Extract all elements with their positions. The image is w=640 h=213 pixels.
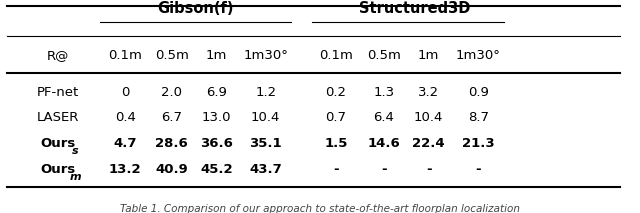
Text: 0: 0 [121, 85, 129, 99]
Text: -: - [381, 163, 387, 176]
Text: Gibson(f): Gibson(f) [157, 1, 234, 16]
Text: 1m: 1m [418, 49, 439, 62]
Text: 0.5m: 0.5m [367, 49, 401, 62]
Text: 1.2: 1.2 [255, 85, 276, 99]
Text: 2.0: 2.0 [161, 85, 182, 99]
Text: 8.7: 8.7 [468, 111, 489, 124]
Text: 4.7: 4.7 [113, 137, 137, 150]
Text: 0.1m: 0.1m [319, 49, 353, 62]
Text: m: m [70, 172, 81, 182]
Text: -: - [476, 163, 481, 176]
Text: 0.5m: 0.5m [155, 49, 189, 62]
Text: 13.0: 13.0 [202, 111, 231, 124]
Text: 3.2: 3.2 [418, 85, 439, 99]
Text: 28.6: 28.6 [156, 137, 188, 150]
Text: 43.7: 43.7 [250, 163, 282, 176]
Text: -: - [426, 163, 431, 176]
Text: Ours: Ours [40, 163, 76, 176]
Text: 45.2: 45.2 [200, 163, 233, 176]
Text: 6.4: 6.4 [373, 111, 394, 124]
Text: 40.9: 40.9 [156, 163, 188, 176]
Text: 21.3: 21.3 [462, 137, 495, 150]
Text: 36.6: 36.6 [200, 137, 233, 150]
Text: 22.4: 22.4 [412, 137, 445, 150]
Text: Table 1. Comparison of our approach to state-of-the-art floorplan localization: Table 1. Comparison of our approach to s… [120, 204, 520, 213]
Text: 6.9: 6.9 [206, 85, 227, 99]
Text: 0.9: 0.9 [468, 85, 489, 99]
Text: LASER: LASER [37, 111, 79, 124]
Text: 0.2: 0.2 [326, 85, 346, 99]
Text: s: s [72, 146, 79, 156]
Text: 1.3: 1.3 [373, 85, 394, 99]
Text: 35.1: 35.1 [250, 137, 282, 150]
Text: 0.7: 0.7 [326, 111, 346, 124]
Text: 0.4: 0.4 [115, 111, 136, 124]
Text: Structured3D: Structured3D [359, 1, 470, 16]
Text: -: - [333, 163, 339, 176]
Text: 1m30°: 1m30° [456, 49, 501, 62]
Text: 1.5: 1.5 [324, 137, 348, 150]
Text: 6.7: 6.7 [161, 111, 182, 124]
Text: 1m: 1m [206, 49, 227, 62]
Text: 14.6: 14.6 [367, 137, 400, 150]
Text: 10.4: 10.4 [251, 111, 280, 124]
Text: R@: R@ [47, 49, 69, 62]
Text: 1m30°: 1m30° [243, 49, 288, 62]
Text: 0.1m: 0.1m [108, 49, 142, 62]
Text: PF-net: PF-net [37, 85, 79, 99]
Text: 13.2: 13.2 [109, 163, 141, 176]
Text: Ours: Ours [40, 137, 76, 150]
Text: 10.4: 10.4 [414, 111, 444, 124]
